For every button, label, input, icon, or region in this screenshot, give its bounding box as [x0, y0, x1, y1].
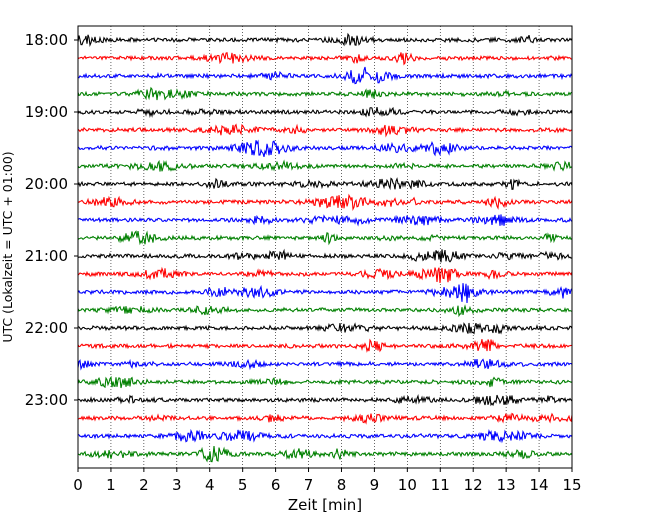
- seismogram-trace: [77, 66, 573, 85]
- y-tick-label: 18:00: [25, 31, 68, 49]
- seismogram-trace: [77, 32, 573, 47]
- seismogram-trace: [77, 177, 573, 191]
- x-tick-label: 13: [497, 476, 516, 494]
- seismogram-trace: [77, 51, 573, 66]
- y-tick-label: 21:00: [25, 247, 68, 265]
- seismogram-trace: [77, 375, 573, 389]
- seismogram-trace: [77, 322, 573, 335]
- seismogram-trace: [77, 283, 573, 303]
- x-tick-label: 4: [205, 476, 215, 494]
- x-tick-label: 12: [464, 476, 483, 494]
- seismogram-trace: [77, 86, 573, 101]
- traces: [77, 32, 573, 463]
- y-tick-label: 19:00: [25, 103, 68, 121]
- seismogram-trace: [77, 248, 573, 263]
- x-tick-label: 11: [431, 476, 450, 494]
- x-tick-label: 7: [304, 476, 314, 494]
- seismogram-trace: [77, 123, 573, 138]
- seismogram-trace: [77, 193, 573, 211]
- seismogram-trace: [77, 338, 573, 353]
- x-axis-title: Zeit [min]: [288, 496, 362, 514]
- y-axis: 18:00 19:00 20:00 21:00 22:00 23:00: [25, 31, 78, 409]
- seismogram-trace: [77, 428, 573, 444]
- seismogram-trace: [77, 304, 573, 318]
- x-tick-label: 15: [562, 476, 581, 494]
- x-tick-label: 2: [139, 476, 149, 494]
- seismogram-trace: [77, 358, 573, 371]
- seismogram-trace: [77, 394, 573, 407]
- seismogram-trace: [77, 445, 573, 463]
- x-tick-label: 10: [398, 476, 417, 494]
- seismogram-trace: [77, 214, 573, 227]
- x-tick-label: 6: [271, 476, 281, 494]
- y-tick-label: 22:00: [25, 319, 68, 337]
- x-tick-label: 1: [106, 476, 116, 494]
- x-tick-label: 0: [73, 476, 83, 494]
- x-tick-label: 8: [337, 476, 347, 494]
- seismogram-trace: [77, 106, 573, 118]
- y-axis-title: UTC (Lokalzeit = UTC + 01:00): [0, 151, 15, 342]
- seismogram-trace: [77, 230, 573, 246]
- x-tick-label: 3: [172, 476, 182, 494]
- seismogram-trace: [77, 139, 573, 158]
- x-axis: 0 1 2 3 4 5 6 7 8 9 10 11 12 13 14 15: [73, 468, 582, 494]
- x-tick-label: 9: [370, 476, 380, 494]
- x-tick-label: 5: [238, 476, 248, 494]
- seismogram-trace: [77, 159, 573, 172]
- seismogram-trace: [77, 412, 573, 425]
- seismogram-trace: [77, 266, 573, 284]
- plot-frame: [77, 25, 573, 469]
- y-tick-label: 23:00: [25, 391, 68, 409]
- y-tick-label: 20:00: [25, 175, 68, 193]
- x-tick-label: 14: [530, 476, 549, 494]
